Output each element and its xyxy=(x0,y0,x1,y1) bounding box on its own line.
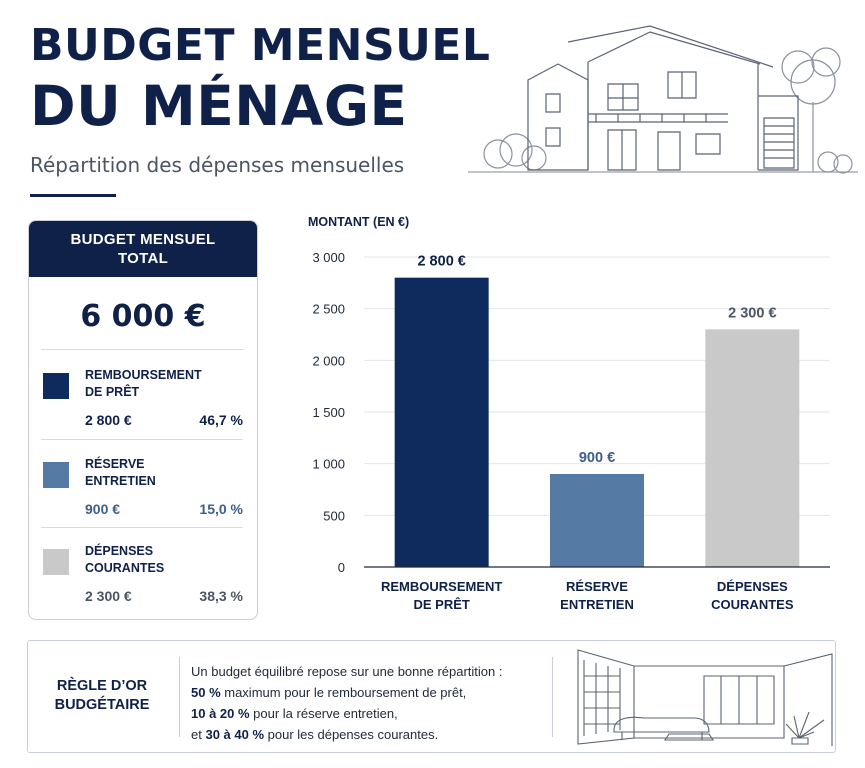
y-tick-label: 0 xyxy=(338,560,345,575)
budget-summary-card: BUDGET MENSUEL TOTAL 6 000 € REMBOURSEME… xyxy=(28,220,258,620)
title-underline xyxy=(30,194,116,197)
summary-heading-line2: TOTAL xyxy=(117,250,169,267)
legend-amount: 2 800 € xyxy=(85,412,132,428)
rule-line-1: Un budget équilibré repose sur une bonne… xyxy=(191,664,503,679)
divider xyxy=(41,527,243,528)
bar xyxy=(394,277,489,567)
x-tick-label: REMBOURSEMENT xyxy=(381,579,502,594)
summary-heading-line1: BUDGET MENSUEL xyxy=(70,231,216,248)
rule-title-line2: BUDGÉTAIRE xyxy=(54,697,150,713)
page-title-line1: BUDGET MENSUEL xyxy=(30,20,491,71)
data-label: 900 € xyxy=(579,450,615,466)
legend-percent: 46,7 % xyxy=(199,412,243,428)
living-room-illustration xyxy=(577,649,833,746)
rule-text: Un budget équilibré repose sur une bonne… xyxy=(191,661,503,745)
legend-swatch xyxy=(43,462,69,488)
legend-amount: 900 € xyxy=(85,501,121,517)
rule-line-2: 50 % maximum pour le remboursement de pr… xyxy=(191,682,503,703)
rule-line-2-bold: 50 % xyxy=(191,685,221,700)
golden-rule-box: RÈGLE D’OR BUDGÉTAIRE Un budget équilibr… xyxy=(27,640,836,753)
legend-label-line2: COURANTES xyxy=(85,561,165,575)
data-label: 2 300 € xyxy=(728,305,776,321)
rule-line-3-rest: pour la réserve entretien, xyxy=(249,706,398,721)
legend-percent: 15,0 % xyxy=(199,501,243,517)
legend-swatch xyxy=(43,373,69,399)
divider xyxy=(41,349,243,350)
legend-item-remboursement: REMBOURSEMENT DE PRÊT 2 800 € 46,7 % xyxy=(43,367,243,447)
legend-label: DÉPENSES COURANTES xyxy=(85,543,164,577)
rule-line-4-rest: pour les dépenses courantes. xyxy=(264,727,439,742)
y-tick-label: 1 500 xyxy=(312,405,345,420)
y-tick-label: 500 xyxy=(323,508,345,523)
x-tick-label: DE PRÊT xyxy=(413,597,469,612)
y-tick-label: 3 000 xyxy=(312,250,345,265)
rule-divider xyxy=(179,657,180,737)
summary-header: BUDGET MENSUEL TOTAL xyxy=(29,221,257,277)
y-axis-label: MONTANT (EN €) xyxy=(308,215,409,229)
rule-divider-2 xyxy=(552,657,553,737)
rule-title-line1: RÈGLE D’OR xyxy=(56,678,148,694)
rule-line-4-bold: 30 à 40 % xyxy=(205,727,265,742)
legend-label: RÉSERVE ENTRETIEN xyxy=(85,456,156,490)
page-subtitle: Répartition des dépenses mensuelles xyxy=(30,153,405,177)
rule-line-4: et 30 à 40 % pour les dépenses courantes… xyxy=(191,724,503,745)
legend-label: REMBOURSEMENT DE PRÊT xyxy=(85,367,202,401)
legend-amount: 2 300 € xyxy=(85,588,132,604)
house-illustration xyxy=(468,25,858,174)
divider xyxy=(41,439,243,440)
rule-line-3-bold: 10 à 20 % xyxy=(191,706,250,721)
budget-total: 6 000 € xyxy=(80,299,206,334)
rule-line-2-rest: maximum pour le remboursement de prêt, xyxy=(220,685,467,700)
x-tick-label: DÉPENSES xyxy=(717,579,788,594)
rule-title: RÈGLE D’OR BUDGÉTAIRE xyxy=(32,677,172,715)
x-tick-label: RÉSERVE xyxy=(566,579,628,594)
y-tick-label: 1 000 xyxy=(312,457,345,472)
legend-item-reserve: RÉSERVE ENTRETIEN 900 € 15,0 % xyxy=(43,456,243,536)
legend-label-line1: REMBOURSEMENT xyxy=(85,368,202,382)
y-tick-label: 2 500 xyxy=(312,302,345,317)
bar xyxy=(550,474,644,567)
page-title-line2: DU MÉNAGE xyxy=(30,74,408,138)
legend-swatch xyxy=(43,549,69,575)
legend-item-depenses: DÉPENSES COURANTES 2 300 € 38,3 % xyxy=(43,543,243,619)
x-tick-label: COURANTES xyxy=(711,597,794,612)
y-tick-label: 2 000 xyxy=(312,353,345,368)
legend-label-line2: DE PRÊT xyxy=(85,385,140,399)
rule-line-4-pre: et xyxy=(191,727,206,742)
data-label: 2 800 € xyxy=(417,254,465,270)
legend-label-line2: ENTRETIEN xyxy=(85,474,156,488)
legend-label-line1: RÉSERVE xyxy=(85,457,145,471)
bar xyxy=(705,329,800,567)
legend-percent: 38,3 % xyxy=(199,588,243,604)
rule-line-3: 10 à 20 % pour la réserve entretien, xyxy=(191,703,503,724)
x-tick-label: ENTRETIEN xyxy=(560,597,634,612)
legend-label-line1: DÉPENSES xyxy=(85,544,154,558)
